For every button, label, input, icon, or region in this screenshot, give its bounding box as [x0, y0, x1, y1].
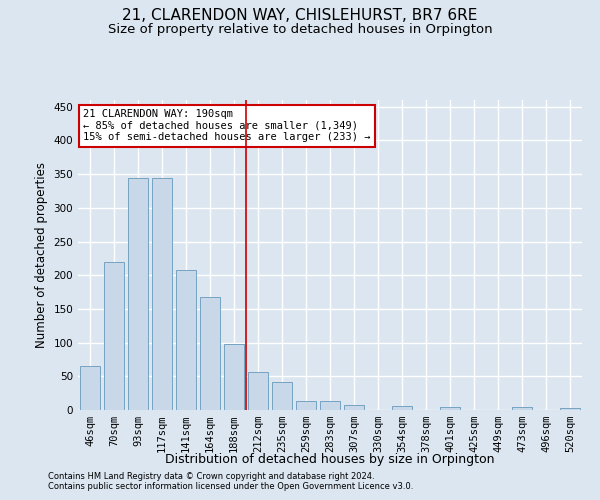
Text: Size of property relative to detached houses in Orpington: Size of property relative to detached ho…	[107, 22, 493, 36]
Bar	[296, 401, 316, 410]
Bar	[440, 406, 460, 410]
Text: Contains HM Land Registry data © Crown copyright and database right 2024.: Contains HM Land Registry data © Crown c…	[48, 472, 374, 481]
Bar	[248, 372, 268, 410]
Bar	[392, 406, 412, 410]
Bar	[200, 297, 220, 410]
Text: 21, CLARENDON WAY, CHISLEHURST, BR7 6RE: 21, CLARENDON WAY, CHISLEHURST, BR7 6RE	[122, 8, 478, 22]
Y-axis label: Number of detached properties: Number of detached properties	[35, 162, 48, 348]
Bar	[320, 401, 340, 410]
Bar	[176, 270, 196, 410]
Bar	[152, 178, 172, 410]
Text: Distribution of detached houses by size in Orpington: Distribution of detached houses by size …	[165, 452, 495, 466]
Bar	[344, 406, 364, 410]
Bar	[560, 408, 580, 410]
Bar	[104, 262, 124, 410]
Bar	[80, 366, 100, 410]
Bar	[512, 406, 532, 410]
Bar	[224, 344, 244, 410]
Bar	[128, 178, 148, 410]
Text: 21 CLARENDON WAY: 190sqm
← 85% of detached houses are smaller (1,349)
15% of sem: 21 CLARENDON WAY: 190sqm ← 85% of detach…	[83, 110, 371, 142]
Text: Contains public sector information licensed under the Open Government Licence v3: Contains public sector information licen…	[48, 482, 413, 491]
Bar	[272, 382, 292, 410]
